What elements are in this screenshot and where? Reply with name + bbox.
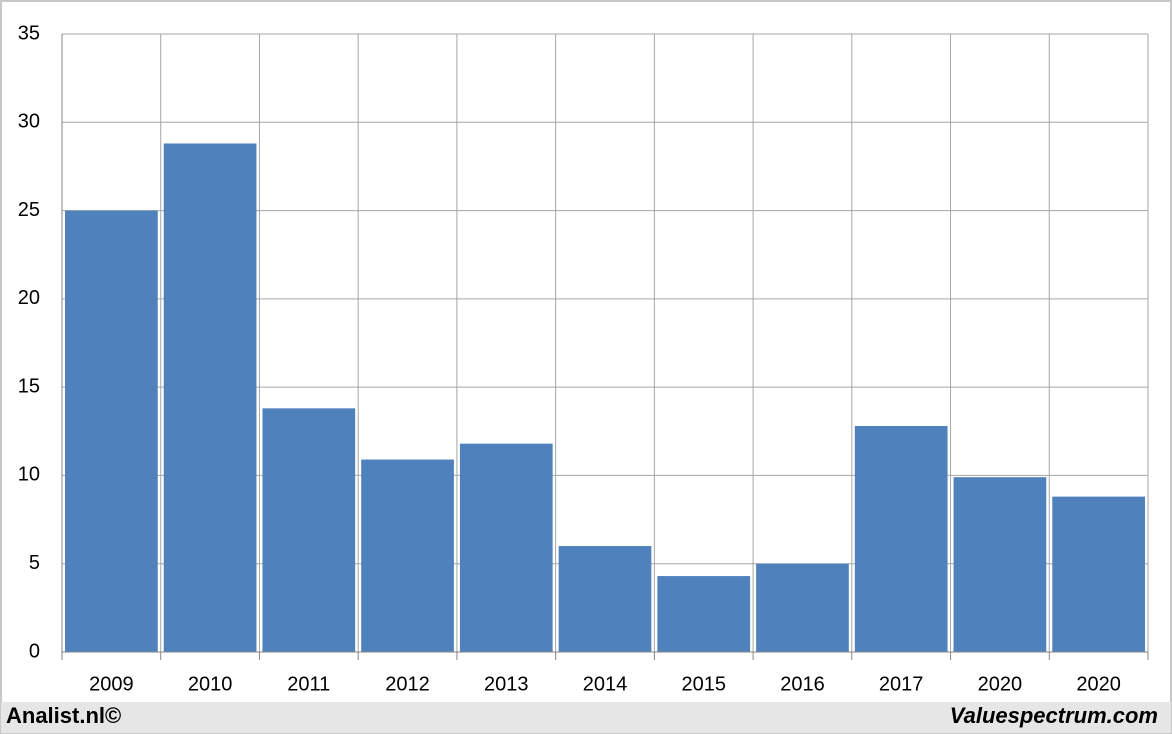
y-tick-label: 25 xyxy=(18,199,40,221)
footer-left: Analist.nl© xyxy=(6,703,121,728)
x-tick-label: 2020 xyxy=(1076,673,1121,695)
bar xyxy=(1052,496,1145,652)
x-tick-label: 2014 xyxy=(583,673,628,695)
y-tick-label: 5 xyxy=(29,552,40,574)
x-tick-label: 2017 xyxy=(879,673,924,695)
y-tick-label: 35 xyxy=(18,22,40,44)
bar xyxy=(756,563,849,652)
bar xyxy=(262,408,356,652)
bar xyxy=(163,143,257,652)
y-tick-label: 10 xyxy=(18,464,40,486)
bar xyxy=(558,546,652,652)
bar xyxy=(459,443,553,652)
bar xyxy=(953,477,1047,652)
x-tick-label: 2010 xyxy=(188,673,233,695)
y-tick-label: 0 xyxy=(29,640,40,662)
x-tick-label: 2013 xyxy=(484,673,529,695)
x-tick-label: 2015 xyxy=(681,673,726,695)
x-tick-label: 2009 xyxy=(89,673,134,695)
y-tick-label: 20 xyxy=(18,287,40,309)
x-tick-label: 2020 xyxy=(978,673,1023,695)
bar xyxy=(65,210,158,653)
bar xyxy=(854,425,948,652)
x-tick-label: 2016 xyxy=(780,673,825,695)
x-tick-label: 2012 xyxy=(385,673,430,695)
x-tick-label: 2011 xyxy=(287,673,330,695)
footer-band xyxy=(1,702,1171,733)
bar xyxy=(361,459,454,652)
y-tick-label: 15 xyxy=(18,375,40,397)
y-tick-label: 30 xyxy=(18,111,40,133)
bar xyxy=(657,576,751,652)
footer-right: Valuespectrum.com xyxy=(950,703,1158,728)
